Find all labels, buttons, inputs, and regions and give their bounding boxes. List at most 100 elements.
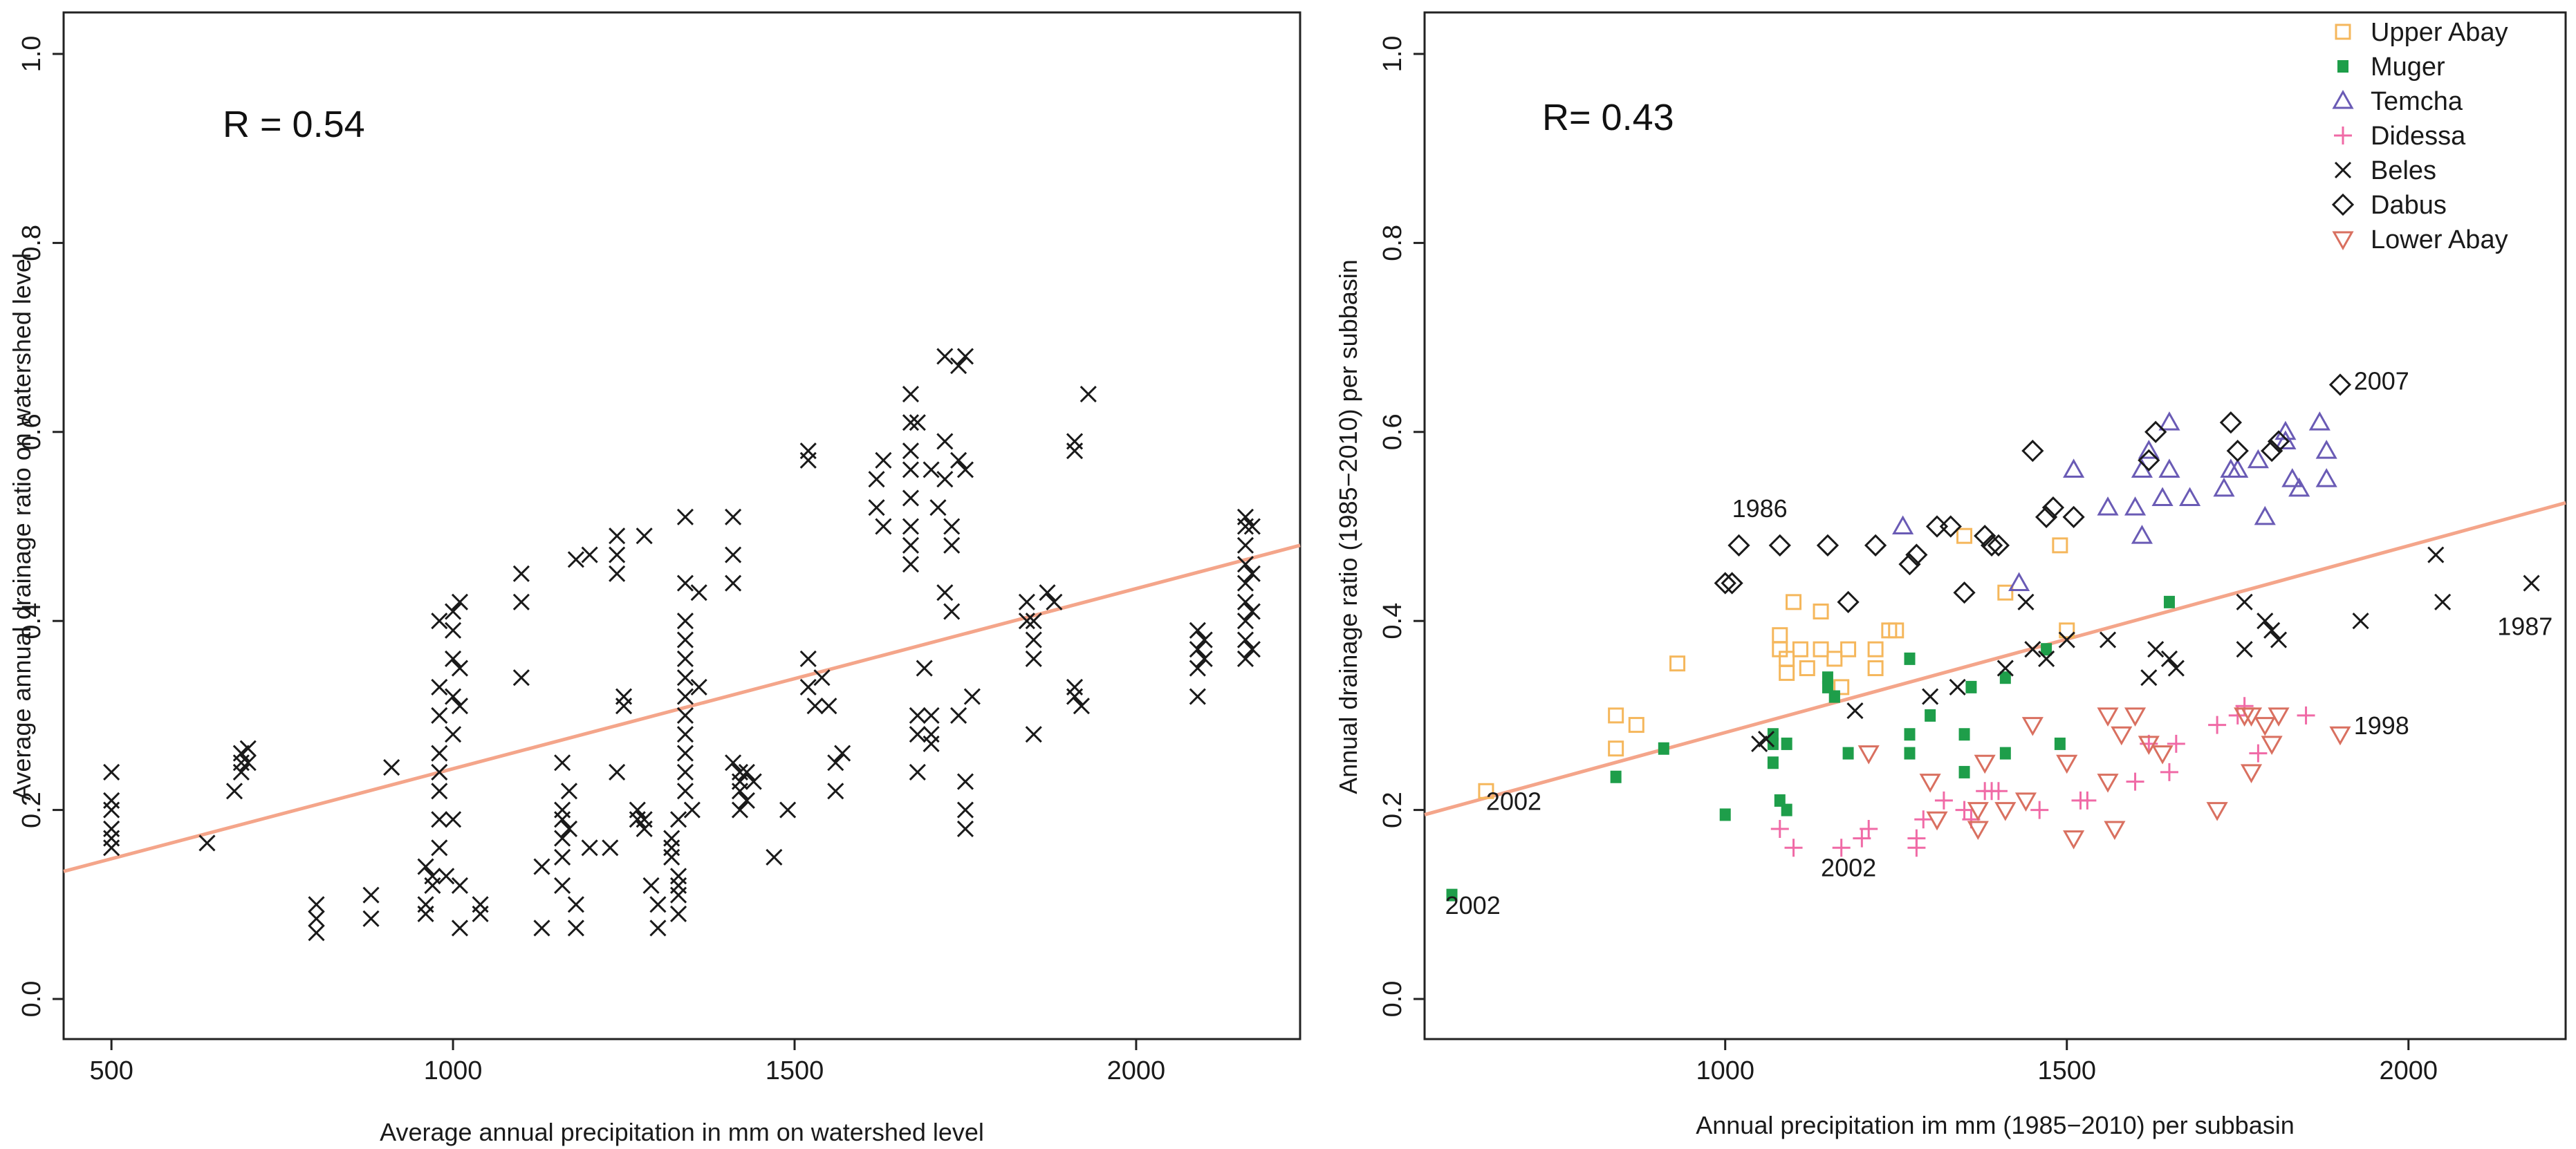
data-point: [642, 877, 660, 895]
data-point: [1967, 821, 1989, 840]
data-point: [1236, 650, 1254, 667]
data-point: [2158, 411, 2180, 431]
legend-marker: [2334, 127, 2352, 144]
data-point: [609, 763, 626, 781]
data-point: [923, 707, 940, 724]
data-point: [1934, 791, 1953, 810]
data-point: [445, 622, 462, 639]
data-point: [1996, 660, 2014, 677]
right-y-axis: 0.0 0.2 0.4 0.6 0.8 1.0: [1378, 36, 1425, 1017]
data-point: [676, 745, 694, 762]
data-point: [308, 924, 325, 942]
data-point: [1770, 819, 1789, 838]
data-point: [2138, 440, 2160, 459]
data-point: [936, 433, 954, 450]
data-point: [1867, 641, 1884, 657]
data-point: [1628, 717, 1644, 734]
right-y-axis-label: Annual drainage ratio (1985−2010) per su…: [1334, 259, 1362, 794]
series-beles: [1751, 546, 2540, 752]
data-point: [1958, 728, 1970, 741]
data-point: [2240, 764, 2263, 783]
y-tick-label: 0.4: [1378, 603, 1407, 639]
data-point: [636, 527, 653, 545]
data-point: [1781, 737, 1792, 750]
data-point: [1066, 688, 1084, 705]
data-point: [916, 660, 933, 677]
data-point: [690, 584, 707, 601]
point-year-label: 2007: [2354, 366, 2409, 395]
data-point: [2078, 791, 2097, 810]
legend-marker: [2332, 231, 2354, 251]
data-point: [1079, 386, 1097, 403]
data-point: [2017, 593, 2035, 610]
data-point: [663, 848, 680, 866]
data-point: [1860, 819, 1878, 838]
data-point: [950, 451, 967, 469]
legend-marker: [2335, 24, 2351, 40]
data-point: [2038, 650, 2055, 667]
data-point: [2062, 505, 2085, 528]
data-point: [417, 905, 434, 923]
data-point: [239, 740, 257, 757]
data-point: [725, 546, 742, 563]
data-point: [1907, 839, 1926, 857]
data-point: [512, 669, 530, 686]
data-point: [1994, 802, 2017, 821]
right-scatter-plot: 0.0 0.2 0.4 0.6 0.8 1.0 1000 1500 2000 1986 2007…: [1334, 11, 2567, 1139]
data-point: [198, 834, 216, 852]
data-point: [909, 414, 926, 431]
data-point: [1904, 652, 1916, 665]
data-point: [438, 868, 455, 885]
left-x-axis: 500 1000 1500 2000: [89, 1039, 1165, 1085]
data-point: [1813, 641, 1829, 657]
data-point: [923, 735, 940, 752]
data-point: [956, 461, 974, 478]
y-tick-label: 0.4: [17, 603, 46, 639]
right-regression-line: [1424, 501, 2566, 816]
data-point: [676, 763, 694, 781]
data-point: [2261, 440, 2283, 463]
data-point: [2267, 430, 2290, 453]
data-point: [1189, 641, 1206, 658]
data-point: [2254, 505, 2276, 525]
data-point: [2206, 802, 2228, 821]
data-point: [745, 773, 762, 790]
data-point: [2247, 449, 2269, 469]
data-point: [799, 650, 817, 667]
data-point: [1236, 613, 1254, 630]
data-point: [1073, 698, 1090, 715]
data-point: [1904, 728, 1916, 741]
data-point: [1025, 650, 1042, 667]
data-point: [2024, 641, 2041, 658]
data-point: [554, 830, 571, 847]
data-point: [2523, 574, 2540, 592]
data-point: [2274, 430, 2297, 449]
data-point: [1046, 593, 1063, 610]
left-scatter-plot: 0.0 0.2 0.4 0.6 0.8 1.0 500 1000 1500 2000 R = 0…: [8, 11, 1301, 1146]
data-point: [2021, 440, 2044, 463]
data-point: [2054, 737, 2066, 750]
legend-label: Lower Abay: [2371, 225, 2508, 254]
data-point: [2138, 449, 2160, 471]
data-point: [2240, 707, 2263, 727]
data-point: [2288, 477, 2310, 497]
data-point: [2063, 458, 2085, 478]
data-point: [868, 499, 885, 516]
data-point: [2163, 595, 2175, 608]
data-point: [2261, 736, 2283, 755]
data-point: [445, 603, 462, 620]
data-point: [1822, 671, 1833, 684]
data-point: [936, 584, 954, 601]
data-point: [308, 896, 325, 913]
data-point: [2329, 726, 2351, 746]
data-point: [609, 546, 626, 563]
data-point: [512, 593, 530, 610]
legend-label: Upper Abay: [2371, 18, 2508, 47]
data-point: [2315, 440, 2337, 459]
legend-marker: [2334, 161, 2352, 179]
series-lower-abay: [1857, 707, 2351, 850]
legend-label: Muger: [2371, 53, 2445, 82]
right-data-points: [1446, 373, 2540, 902]
data-point: [1926, 811, 1948, 831]
